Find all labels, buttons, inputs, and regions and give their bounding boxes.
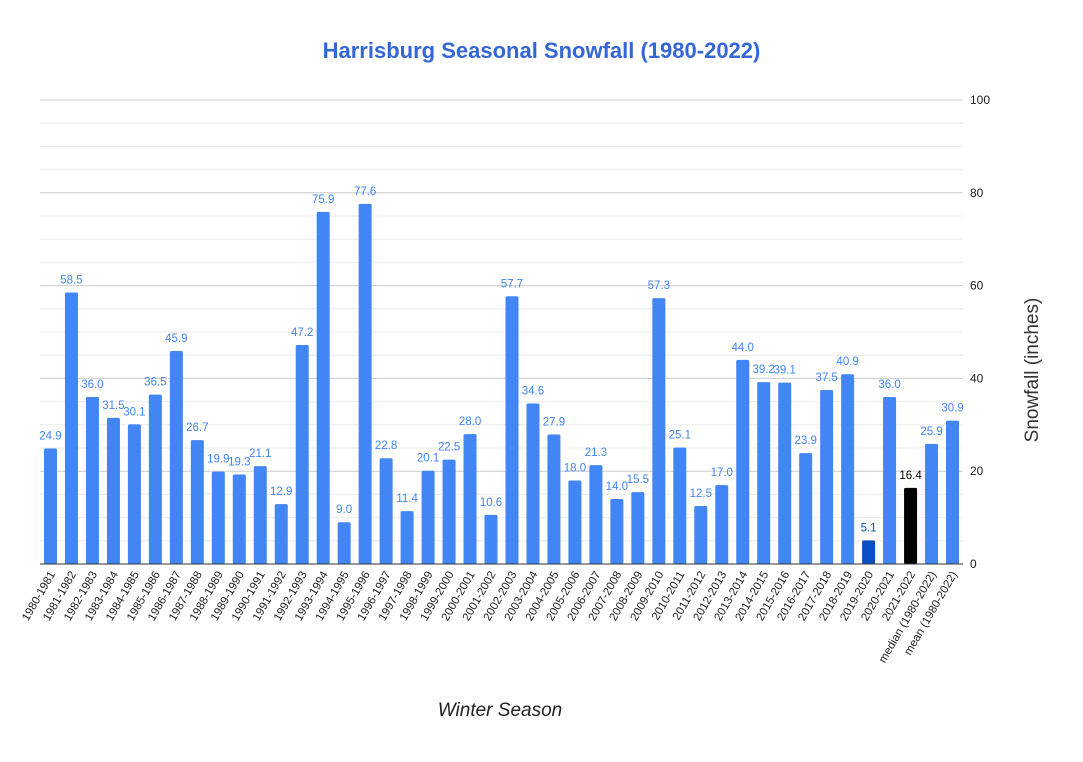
x-axis-title: Winter Season <box>437 700 563 721</box>
bar <box>43 448 57 564</box>
bar <box>211 471 225 564</box>
bar <box>337 522 351 564</box>
data-label: 19.9 <box>207 454 229 466</box>
bar <box>85 396 99 564</box>
data-label: 36.0 <box>878 379 900 391</box>
bar <box>715 485 729 564</box>
bar <box>799 453 813 564</box>
data-label: 9.0 <box>336 504 352 516</box>
bar <box>127 424 141 564</box>
bar <box>253 466 267 564</box>
data-label: 5.1 <box>861 522 877 534</box>
data-label: 19.3 <box>228 456 250 468</box>
y-tick-label: 40 <box>970 371 984 385</box>
data-label: 20.1 <box>417 453 439 465</box>
bar <box>778 382 792 564</box>
bar <box>925 443 939 564</box>
bar <box>169 351 183 564</box>
data-label: 31.5 <box>102 400 124 412</box>
data-label: 47.2 <box>291 327 313 339</box>
data-label: 22.8 <box>375 440 397 452</box>
data-label: 45.9 <box>165 333 187 345</box>
data-label: 30.1 <box>123 406 145 418</box>
bar <box>148 394 162 564</box>
bar <box>442 459 456 564</box>
bar <box>106 417 120 564</box>
bar <box>505 296 519 564</box>
data-label: 15.5 <box>627 474 649 486</box>
bar <box>295 344 309 564</box>
data-label: 77.6 <box>354 186 376 198</box>
data-label: 30.9 <box>941 403 963 415</box>
data-label: 37.5 <box>815 372 837 384</box>
data-label: 16.4 <box>899 470 922 482</box>
data-label: 17.0 <box>711 467 733 479</box>
data-label: 57.7 <box>501 278 523 290</box>
bar <box>946 420 960 564</box>
bar <box>631 492 645 564</box>
bar <box>547 434 561 564</box>
data-label: 25.9 <box>920 426 942 438</box>
bar <box>64 292 78 564</box>
y-axis-title: Snowfall (inches) <box>1022 297 1043 443</box>
bar <box>421 470 435 564</box>
y-tick-label: 60 <box>970 279 984 293</box>
data-label: 39.2 <box>753 364 775 376</box>
data-label: 57.3 <box>648 280 670 292</box>
y-tick-label: 0 <box>970 557 977 571</box>
data-label: 39.1 <box>773 365 795 377</box>
data-label: 36.0 <box>81 379 103 391</box>
data-label: 12.9 <box>270 486 292 498</box>
bar <box>820 390 834 564</box>
bar <box>652 298 666 564</box>
bar <box>757 382 771 564</box>
data-label: 24.9 <box>39 430 61 442</box>
data-label: 11.4 <box>396 493 418 505</box>
data-label: 12.5 <box>690 488 712 500</box>
data-label: 36.5 <box>144 377 166 389</box>
y-tick-label: 100 <box>970 93 990 107</box>
bar <box>904 487 918 564</box>
bar <box>400 511 414 564</box>
data-label: 14.0 <box>606 481 628 493</box>
data-label: 40.9 <box>836 356 858 368</box>
bar <box>841 374 855 564</box>
data-label: 28.0 <box>459 416 481 428</box>
data-label: 22.5 <box>438 442 460 454</box>
data-label: 34.6 <box>522 385 544 397</box>
bar <box>589 465 603 564</box>
bar <box>526 403 540 564</box>
bar <box>232 474 246 564</box>
data-label: 23.9 <box>794 435 816 447</box>
bar <box>358 203 372 564</box>
bar <box>883 396 897 564</box>
bar <box>568 480 582 564</box>
bar <box>673 447 687 564</box>
bar <box>862 540 876 564</box>
bar <box>694 506 708 564</box>
data-label: 21.3 <box>585 447 607 459</box>
bar <box>736 359 750 564</box>
bar <box>610 499 624 564</box>
data-label: 75.9 <box>312 194 334 206</box>
bar <box>190 440 204 564</box>
data-label: 26.7 <box>186 422 208 434</box>
data-label: 21.1 <box>249 448 271 460</box>
bar <box>379 458 393 564</box>
bar <box>316 211 330 564</box>
data-label: 10.6 <box>480 497 502 509</box>
y-tick-label: 80 <box>970 186 984 200</box>
chart-title: Harrisburg Seasonal Snowfall (1980-2022) <box>322 38 761 63</box>
data-label: 27.9 <box>543 417 565 429</box>
y-tick-label: 20 <box>970 464 984 478</box>
data-label: 18.0 <box>564 462 586 474</box>
bar <box>484 514 498 564</box>
bar <box>463 434 477 564</box>
bar <box>274 504 288 564</box>
data-label: 44.0 <box>732 342 754 354</box>
data-label: 58.5 <box>60 275 82 287</box>
data-label: 25.1 <box>669 430 691 442</box>
